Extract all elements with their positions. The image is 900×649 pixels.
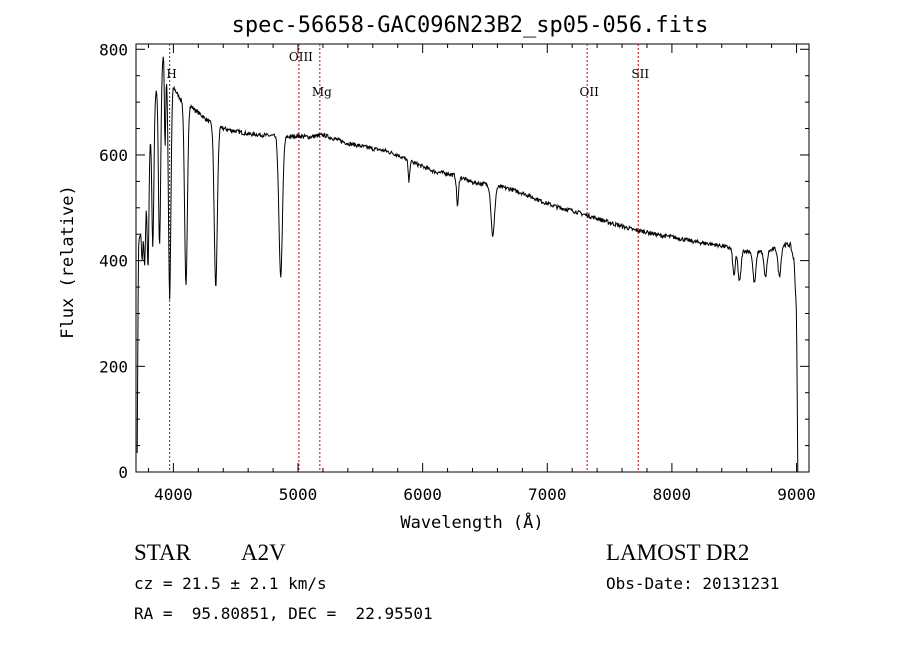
y-tick-label: 400 (99, 252, 128, 271)
redshift-text: cz = 21.5 ± 2.1 km/s (134, 574, 327, 593)
x-tick-label: 6000 (403, 485, 442, 504)
y-tick-label: 200 (99, 357, 128, 376)
survey-name: LAMOST DR2 (606, 540, 750, 565)
coordinates: RA = 95.80851, DEC = 22.95501 (134, 604, 433, 623)
y-axis: 0 200 400 600 800 (99, 40, 809, 482)
spectral-line-label: Mg (312, 85, 332, 99)
spectral-line-label: OIII (289, 50, 313, 64)
y-tick-label: 0 (118, 463, 128, 482)
x-tick-label: 4000 (154, 485, 193, 504)
x-tick-label: 9000 (777, 485, 816, 504)
obs-date: Obs-Date: 20131231 (606, 574, 780, 593)
x-axis: 4000 5000 6000 7000 8000 9000 (147, 44, 816, 504)
plot-frame (135, 43, 810, 473)
x-tick-label: 5000 (279, 485, 318, 504)
spectral-line-label: OII (579, 85, 599, 99)
chart-title: spec-56658-GAC096N23B2_sp05-056.fits (232, 13, 709, 38)
object-class: STAR (134, 540, 191, 565)
object-subclass: A2V (241, 540, 286, 565)
y-tick-label: 800 (99, 40, 128, 59)
y-tick-label: 600 (99, 146, 128, 165)
y-axis-label: Flux (relative) (58, 185, 78, 339)
spectral-line-label: H (166, 67, 176, 81)
spectrum-line (136, 56, 799, 472)
x-tick-label: 8000 (653, 485, 692, 504)
x-tick-label: 7000 (528, 485, 567, 504)
plot-border (135, 43, 810, 473)
x-axis-label: Wavelength (Å) (400, 511, 543, 533)
spectral-line-markers: H OIII Mg OII SII (166, 44, 649, 472)
spectral-line-label: SII (631, 67, 649, 81)
